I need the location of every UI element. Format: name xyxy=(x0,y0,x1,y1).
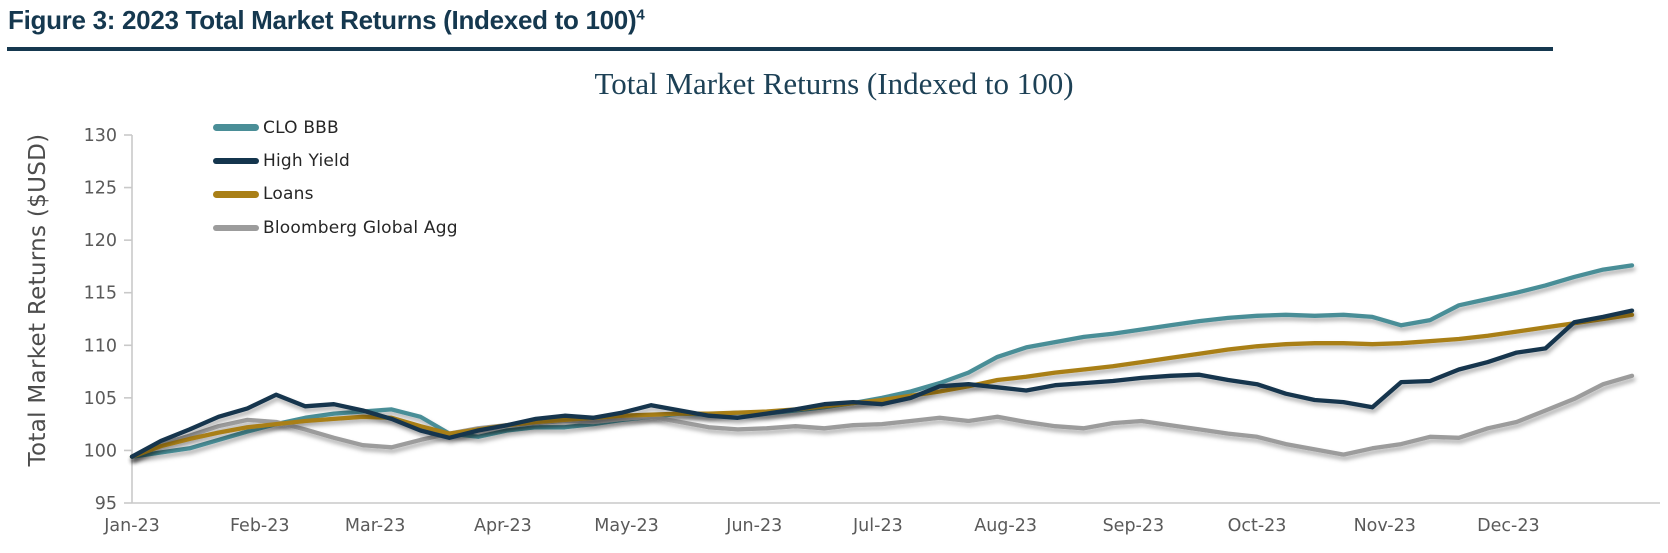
series-line-bloomberg-global-agg xyxy=(129,373,1635,459)
x-tick-label: Nov-23 xyxy=(1354,516,1416,536)
legend-item-bloomberg-global-agg: Bloomberg Global Agg xyxy=(213,211,458,244)
y-tick-label: 120 xyxy=(84,231,117,251)
footnote-marker: 4 xyxy=(636,6,645,24)
y-tick-label: 115 xyxy=(84,284,117,304)
legend-label-loans: Loans xyxy=(263,184,314,205)
series-line-high-yield xyxy=(129,308,1635,459)
x-tick-label: May-23 xyxy=(594,516,658,536)
legend-label-clo-bbb: CLO BBB xyxy=(263,117,339,138)
legend: CLO BBB High Yield Loans Bloomberg Global A… xyxy=(213,111,458,245)
series-line-clo-bbb xyxy=(129,263,1635,459)
x-tick-label: Mar-23 xyxy=(345,516,405,536)
y-tick-label: 110 xyxy=(84,336,117,356)
y-axis-label: Total Market Returns ($USD) xyxy=(25,133,51,467)
series-layer xyxy=(129,263,1635,459)
y-tick-label: 100 xyxy=(84,441,117,461)
x-tick-label: Feb-23 xyxy=(230,516,290,536)
y-tick-label: 95 xyxy=(95,494,117,514)
legend-label-bloomberg-global-agg: Bloomberg Global Agg xyxy=(263,217,458,238)
legend-item-clo-bbb: CLO BBB xyxy=(213,111,458,144)
figure-heading-text: Figure 3: 2023 Total Market Returns (Ind… xyxy=(8,5,637,35)
series-line-loans xyxy=(129,312,1635,459)
figure-heading: Figure 3: 2023 Total Market Returns (Ind… xyxy=(8,5,645,36)
legend-item-loans: Loans xyxy=(213,178,458,211)
x-tick-label: Dec-23 xyxy=(1477,516,1539,536)
x-tick-label: Apr-23 xyxy=(474,516,532,536)
legend-item-high-yield: High Yield xyxy=(213,144,458,177)
x-tick-label: Aug-23 xyxy=(974,516,1037,536)
legend-swatch-high-yield xyxy=(213,157,259,165)
y-tick-label: 125 xyxy=(84,179,117,199)
axes-layer: 95 100 105 110 115 120 125 130 Jan-23 Feb-23 Mar-2… xyxy=(84,126,1660,536)
x-tick-label: Sep-23 xyxy=(1103,516,1165,536)
y-tick-label: 105 xyxy=(84,389,117,409)
x-tick-label: Jan-23 xyxy=(103,516,160,536)
legend-swatch-clo-bbb xyxy=(213,124,259,131)
chart-title: Total Market Returns (Indexed to 100) xyxy=(594,66,1074,101)
x-tick-label: Oct-23 xyxy=(1228,516,1287,536)
y-tick-label: 130 xyxy=(84,126,117,146)
legend-swatch-bloomberg-global-agg xyxy=(213,224,259,232)
x-tick-label: Jul-23 xyxy=(852,516,903,536)
heading-rule xyxy=(7,47,1553,51)
legend-label-high-yield: High Yield xyxy=(263,151,350,172)
x-tick-label: Jun-23 xyxy=(725,516,782,536)
legend-swatch-loans xyxy=(213,191,259,198)
